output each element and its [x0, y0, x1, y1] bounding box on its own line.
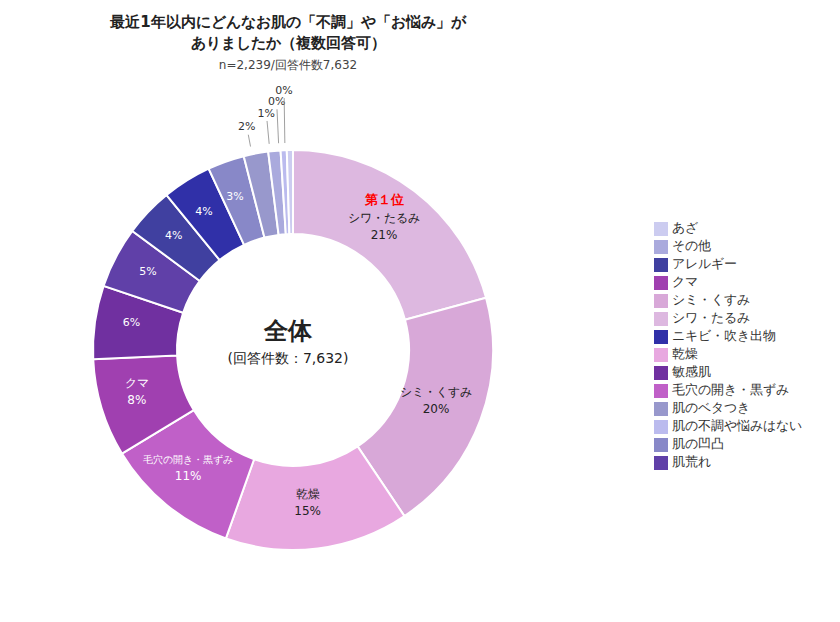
html-text:最近1年以内にどんなお肌の「不調」や「お悩み」が: 最近1年以内にどんなお肌の「不調」や「お悩み」が	[110, 13, 466, 31]
svg-text:第１位: 第１位	[364, 192, 404, 207]
svg-text:6%: 6%	[123, 316, 140, 329]
svg-text:乾燥: 乾燥	[296, 487, 320, 501]
svg-text:21%: 21%	[371, 228, 398, 242]
html-text:シワ・たるみ: シワ・たるみ	[672, 310, 750, 325]
html-text:乾燥: 乾燥	[672, 346, 698, 361]
svg-text:2%: 2%	[238, 120, 255, 133]
svg-text:1%: 1%	[258, 107, 275, 120]
svg-text:4%: 4%	[165, 229, 182, 242]
html-text:肌の凹凸: 肌の凹凸	[672, 436, 724, 451]
html-text:敏感肌: 敏感肌	[672, 364, 711, 379]
html-text:肌荒れ: 肌荒れ	[672, 454, 711, 469]
svg-text:15%: 15%	[294, 504, 321, 518]
svg-text:0%: 0%	[268, 95, 285, 108]
html-text:ニキビ・吹き出物: ニキビ・吹き出物	[672, 328, 776, 343]
svg-text:シミ・くすみ: シミ・くすみ	[400, 385, 472, 399]
html-text:(回答件数：7,632): (回答件数：7,632)	[227, 350, 349, 366]
svg-text:0%: 0%	[275, 84, 292, 97]
svg-text:5%: 5%	[139, 265, 156, 278]
svg-text:4%: 4%	[195, 205, 212, 218]
html-text:n=2,239/回答件数7,632: n=2,239/回答件数7,632	[218, 58, 358, 72]
html-text:全体: 全体	[264, 317, 312, 345]
html-text:アレルギー: アレルギー	[672, 256, 737, 271]
html-text:クマ: クマ	[672, 274, 698, 289]
svg-text:クマ: クマ	[125, 376, 149, 390]
html-text:ありましたか（複数回答可）: ありましたか（複数回答可）	[190, 34, 386, 52]
html-text:肌の不調や悩みはない: 肌の不調や悩みはない	[672, 418, 802, 433]
svg-text:11%: 11%	[175, 469, 202, 483]
html-text:あざ: あざ	[672, 220, 698, 235]
html-text:肌のベタつき: 肌のベタつき	[672, 400, 750, 415]
html-text:シミ・くすみ: シミ・くすみ	[672, 292, 750, 307]
svg-text:3%: 3%	[226, 190, 243, 203]
svg-text:毛穴の開き・黒ずみ: 毛穴の開き・黒ずみ	[143, 454, 233, 466]
svg-text:20%: 20%	[423, 402, 450, 416]
svg-text:シワ・たるみ: シワ・たるみ	[348, 211, 420, 225]
svg-text:8%: 8%	[127, 393, 146, 407]
html-text:毛穴の開き・黒ずみ: 毛穴の開き・黒ずみ	[672, 382, 789, 397]
html-text:その他: その他	[672, 238, 711, 253]
